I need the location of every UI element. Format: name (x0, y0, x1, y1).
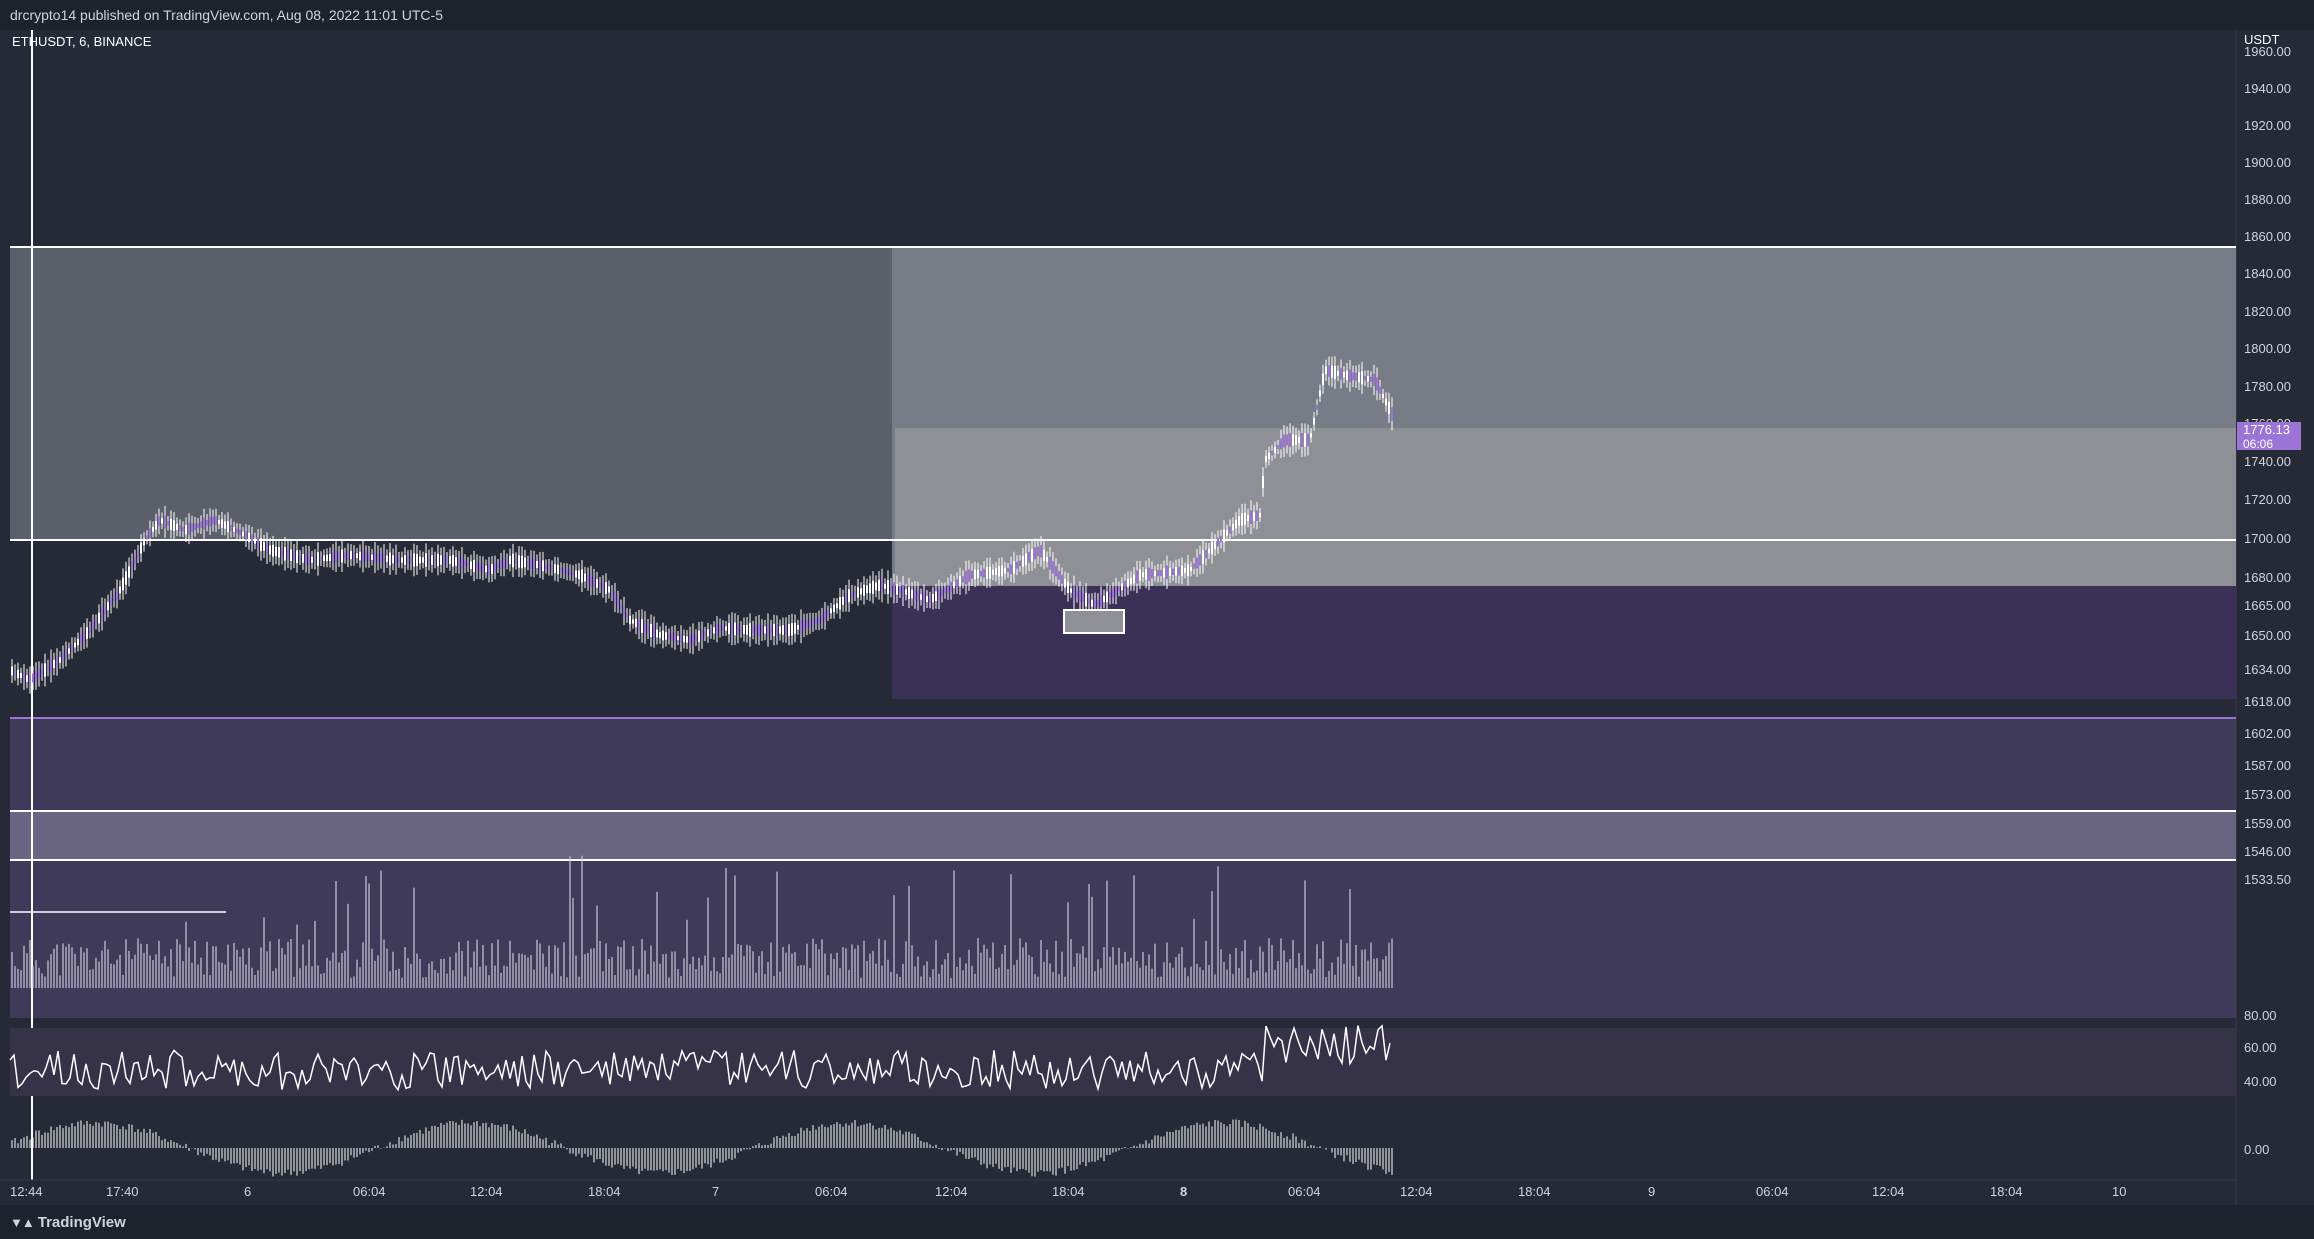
price-tick-label: 1602.00 (2244, 726, 2291, 741)
price-tick-label: 1880.00 (2244, 192, 2291, 207)
price-tick-label: 1840.00 (2244, 266, 2291, 281)
time-tick-label: 06:04 (353, 1184, 386, 1199)
footer-bar: ▼▲ TradingView (0, 1205, 2314, 1239)
last-price-tag (2237, 422, 2301, 450)
price-tick-label: 1780.00 (2244, 379, 2291, 394)
price-tick-label: 1559.00 (2244, 816, 2291, 831)
time-axis-ticks[interactable]: 12:44 17:40 6 06:04 12:04 18:04 7 06:04 12:04 18:… (10, 1184, 2126, 1199)
price-tick-label: 1700.00 (2244, 531, 2291, 546)
zone-purple-band (10, 718, 2236, 1018)
symbol-legend[interactable]: ETHUSDT, 6, BINANCE (12, 34, 152, 49)
price-tick-label: 1546.00 (2244, 844, 2291, 859)
price-tick-label: 1650.00 (2244, 628, 2291, 643)
price-tick-label: 1680.00 (2244, 570, 2291, 585)
time-tick-label: 12:04 (1400, 1184, 1433, 1199)
oscillator-histogram (11, 1119, 1393, 1177)
volume-bars (11, 855, 1393, 988)
time-tick-label: 17:40 (106, 1184, 139, 1199)
time-tick-label: 12:44 (10, 1184, 43, 1199)
rsi-band (10, 1028, 2236, 1096)
price-tick-label: 1665.00 (2244, 598, 2291, 613)
price-axis-ticks: 1960.00 1940.00 1920.00 1900.00 1880.00 1860.… (2244, 44, 2291, 887)
candlesticks (11, 356, 1393, 694)
time-tick-label: 7 (712, 1184, 719, 1199)
currency-label: USDT (2244, 32, 2279, 47)
time-tick-label: 6 (244, 1184, 251, 1199)
rsi-tick-label: 40.00 (2244, 1074, 2277, 1089)
time-tick-label: 12:04 (1872, 1184, 1905, 1199)
rsi-tick-label: 60.00 (2244, 1040, 2277, 1055)
time-tick-label: 06:04 (815, 1184, 848, 1199)
time-tick-label: 18:04 (588, 1184, 621, 1199)
tradingview-logo[interactable]: ▼▲ TradingView (10, 1214, 126, 1231)
price-tick-label: 1634.00 (2244, 662, 2291, 677)
time-tick-label: 10 (2112, 1184, 2126, 1199)
logo-label: TradingView (37, 1214, 126, 1231)
time-tick-label: 06:04 (1756, 1184, 1789, 1199)
price-tick-label: 1940.00 (2244, 81, 2291, 96)
time-tick-label: 18:04 (1052, 1184, 1085, 1199)
zone-dark-left (10, 247, 892, 540)
rsi-line (9, 1024, 1391, 1092)
oscillator-axis-ticks: 0.00 (2244, 1142, 2269, 1157)
last-price-value: 1776.13 (2243, 422, 2290, 437)
rsi-axis-ticks: 80.00 60.00 40.00 (2244, 1008, 2277, 1089)
price-tick-label: 1573.00 (2244, 787, 2291, 802)
bar-countdown: 06:06 (2243, 437, 2273, 451)
price-tick-label: 1720.00 (2244, 492, 2291, 507)
time-tick-label: 18:04 (1518, 1184, 1551, 1199)
time-tick-label: 18:04 (1990, 1184, 2023, 1199)
zone-purple-demand (892, 586, 2236, 699)
price-tick-label: 1740.00 (2244, 454, 2291, 469)
highlight-box[interactable] (1063, 609, 1125, 634)
zone-light-purple-band (10, 811, 2236, 860)
tradingview-logo-icon: ▼▲ (10, 1215, 35, 1230)
time-tick-label: 06:04 (1288, 1184, 1321, 1199)
price-tick-label: 1920.00 (2244, 118, 2291, 133)
price-tick-label: 1587.00 (2244, 758, 2291, 773)
time-tick-label: 9 (1648, 1184, 1655, 1199)
published-info: drcrypto14 published on TradingView.com,… (10, 7, 443, 23)
price-tick-label: 1800.00 (2244, 341, 2291, 356)
time-tick-label: 12:04 (935, 1184, 968, 1199)
publish-header: drcrypto14 published on TradingView.com,… (0, 0, 2314, 30)
price-tick-label: 1533.50 (2244, 872, 2291, 887)
price-tick-label: 1820.00 (2244, 304, 2291, 319)
time-tick-label: 12:04 (470, 1184, 503, 1199)
price-tick-label: 1618.00 (2244, 694, 2291, 709)
price-axis-panel[interactable] (2236, 30, 2314, 1205)
oscillator-tick-label: 0.00 (2244, 1142, 2269, 1157)
time-tick-label: 8 (1180, 1184, 1187, 1199)
price-tick-label: 1860.00 (2244, 229, 2291, 244)
oscillator-pane (0, 1090, 2236, 1205)
rsi-tick-label: 80.00 (2244, 1008, 2277, 1023)
price-tick-label: 1900.00 (2244, 155, 2291, 170)
price-chart[interactable]: ETHUSDT, 6, BINANCE USDT 1960.001940.001… (0, 30, 2314, 1205)
price-tick-label: 1960.00 (2244, 44, 2291, 59)
